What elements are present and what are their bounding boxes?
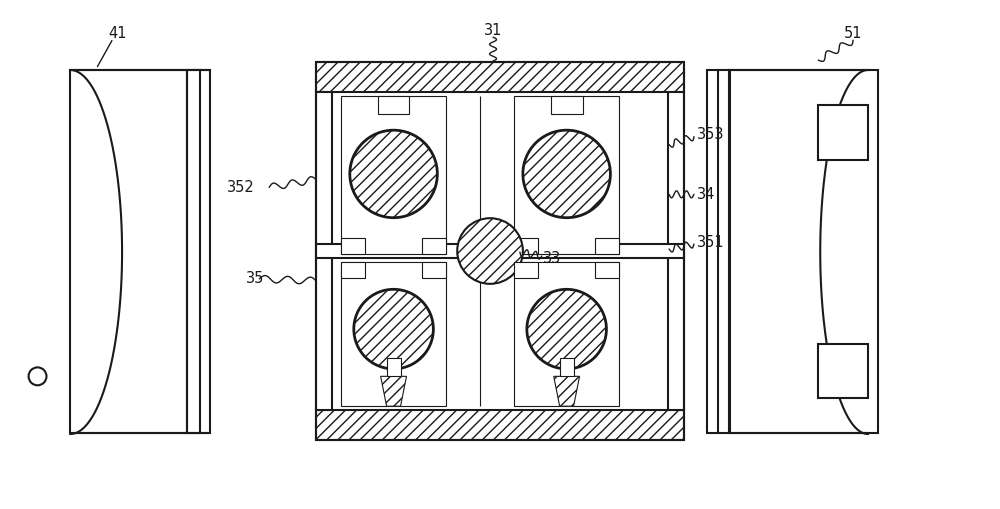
- Text: 353: 353: [697, 127, 724, 142]
- Bar: [316, 62, 684, 92]
- Bar: [200, 70, 210, 433]
- Bar: [818, 344, 868, 398]
- Bar: [707, 70, 719, 433]
- Bar: [595, 262, 619, 278]
- Bar: [316, 410, 684, 440]
- Bar: [341, 262, 365, 278]
- Polygon shape: [381, 376, 407, 406]
- Bar: [341, 96, 446, 254]
- Bar: [387, 358, 401, 376]
- Bar: [422, 238, 446, 254]
- Circle shape: [527, 289, 606, 369]
- Text: 33: 33: [543, 251, 561, 267]
- Circle shape: [350, 130, 437, 218]
- Bar: [187, 70, 201, 433]
- Bar: [729, 70, 878, 433]
- Bar: [668, 92, 684, 410]
- Bar: [341, 238, 365, 254]
- Text: 51: 51: [844, 26, 862, 41]
- Polygon shape: [70, 70, 122, 434]
- Bar: [378, 96, 409, 114]
- Bar: [595, 238, 619, 254]
- Text: 41: 41: [108, 26, 126, 41]
- Text: 34: 34: [697, 187, 715, 202]
- Bar: [560, 358, 574, 376]
- Bar: [514, 96, 619, 254]
- Text: 352: 352: [227, 180, 254, 195]
- Bar: [341, 262, 446, 406]
- Polygon shape: [820, 70, 868, 434]
- Bar: [514, 262, 619, 406]
- Bar: [818, 105, 868, 159]
- Bar: [316, 92, 332, 410]
- Text: 351: 351: [697, 235, 725, 249]
- Text: 31: 31: [484, 23, 502, 38]
- Bar: [514, 238, 538, 254]
- Bar: [316, 244, 684, 258]
- Circle shape: [354, 289, 433, 369]
- Bar: [551, 96, 583, 114]
- Bar: [514, 262, 538, 278]
- Circle shape: [523, 130, 610, 218]
- Circle shape: [29, 367, 46, 385]
- Bar: [718, 70, 730, 433]
- Text: 35: 35: [246, 271, 265, 287]
- Bar: [422, 262, 446, 278]
- Polygon shape: [554, 376, 580, 406]
- Bar: [70, 70, 197, 433]
- Circle shape: [457, 218, 523, 284]
